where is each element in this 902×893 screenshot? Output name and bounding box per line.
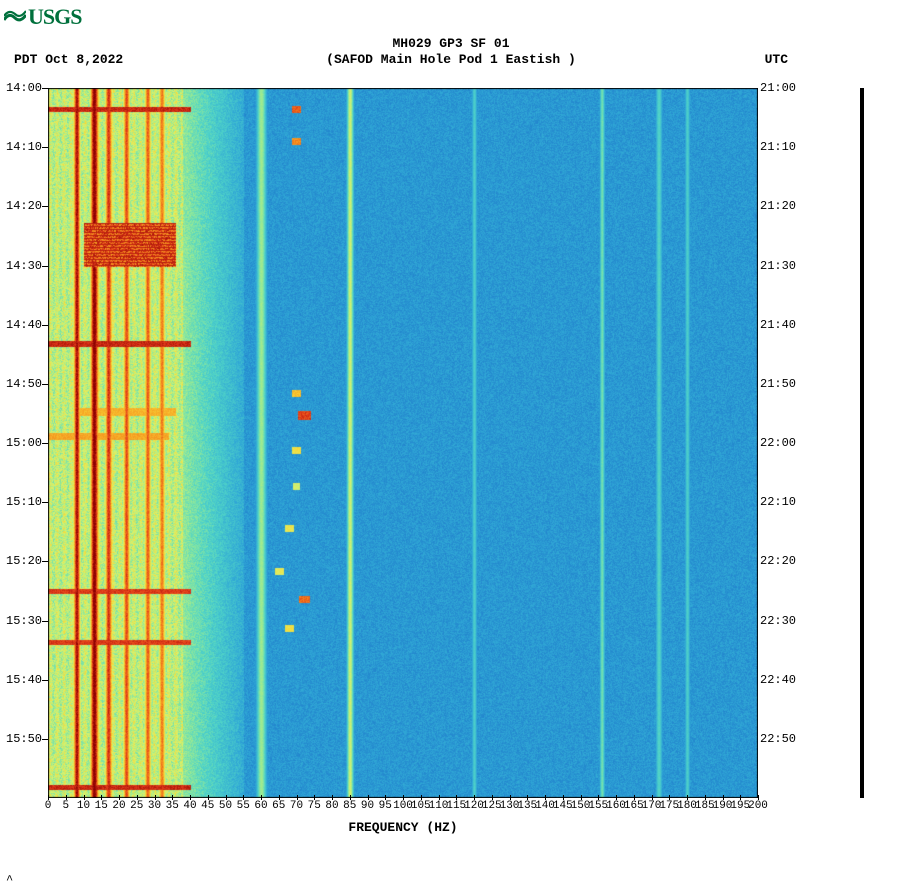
x-tick: 85 [343, 800, 356, 812]
y-tick-left: 14:20 [6, 199, 42, 213]
y-tick-right: 22:30 [760, 614, 796, 628]
x-tick: 90 [361, 800, 374, 812]
y-axis-left-ticks: 14:0014:1014:2014:3014:4014:5015:0015:10… [0, 88, 48, 798]
y-tick-left: 15:20 [6, 554, 42, 568]
x-tick: 35 [166, 800, 179, 812]
x-tick: 20 [112, 800, 125, 812]
spectrogram-plot [48, 88, 758, 798]
x-tick: 65 [272, 800, 285, 812]
x-tick: 15 [95, 800, 108, 812]
x-tick: 70 [290, 800, 303, 812]
y-tick-left: 14:00 [6, 81, 42, 95]
chart-title-line1: MH029 GP3 SF 01 [0, 36, 902, 52]
footer-caret: ^ [6, 873, 13, 887]
y-tick-right: 22:40 [760, 673, 796, 687]
pdt-date-label: PDT Oct 8,2022 [14, 52, 123, 67]
x-tick: 0 [45, 800, 52, 812]
x-axis-ticks: 0510152025303540455055606570758085909510… [48, 800, 758, 816]
y-tick-left: 14:40 [6, 318, 42, 332]
x-tick: 60 [254, 800, 267, 812]
y-tick-right: 21:40 [760, 318, 796, 332]
x-tick: 40 [183, 800, 196, 812]
colorbar-line [860, 88, 864, 798]
y-axis-right-ticks: 21:0021:1021:2021:3021:4021:5022:0022:10… [760, 88, 810, 798]
x-tick: 80 [325, 800, 338, 812]
x-tick: 25 [130, 800, 143, 812]
y-tick-left: 14:50 [6, 377, 42, 391]
y-tick-left: 15:10 [6, 495, 42, 509]
x-tick: 50 [219, 800, 232, 812]
y-tick-left: 15:30 [6, 614, 42, 628]
x-tick: 10 [77, 800, 90, 812]
x-tick: 200 [748, 800, 768, 812]
y-tick-right: 22:00 [760, 436, 796, 450]
x-tick: 5 [62, 800, 69, 812]
y-tick-right: 21:50 [760, 377, 796, 391]
x-tick: 45 [201, 800, 214, 812]
y-tick-right: 22:20 [760, 554, 796, 568]
x-tick: 95 [379, 800, 392, 812]
y-tick-right: 21:20 [760, 199, 796, 213]
usgs-logo: USGS [4, 4, 81, 30]
y-tick-left: 15:00 [6, 436, 42, 450]
y-tick-left: 14:10 [6, 140, 42, 154]
x-tick: 55 [237, 800, 250, 812]
y-tick-right: 21:10 [760, 140, 796, 154]
y-tick-left: 15:40 [6, 673, 42, 687]
x-tick: 75 [308, 800, 321, 812]
y-tick-left: 14:30 [6, 259, 42, 273]
usgs-logo-text: USGS [28, 4, 81, 30]
y-tick-right: 21:00 [760, 81, 796, 95]
utc-label: UTC [765, 52, 788, 67]
usgs-wave-icon [4, 10, 26, 24]
spectrogram-canvas [48, 88, 758, 798]
y-tick-right: 22:10 [760, 495, 796, 509]
x-tick: 30 [148, 800, 161, 812]
y-tick-right: 22:50 [760, 732, 796, 746]
y-tick-right: 21:30 [760, 259, 796, 273]
y-tick-left: 15:50 [6, 732, 42, 746]
x-axis-label: FREQUENCY (HZ) [48, 820, 758, 835]
